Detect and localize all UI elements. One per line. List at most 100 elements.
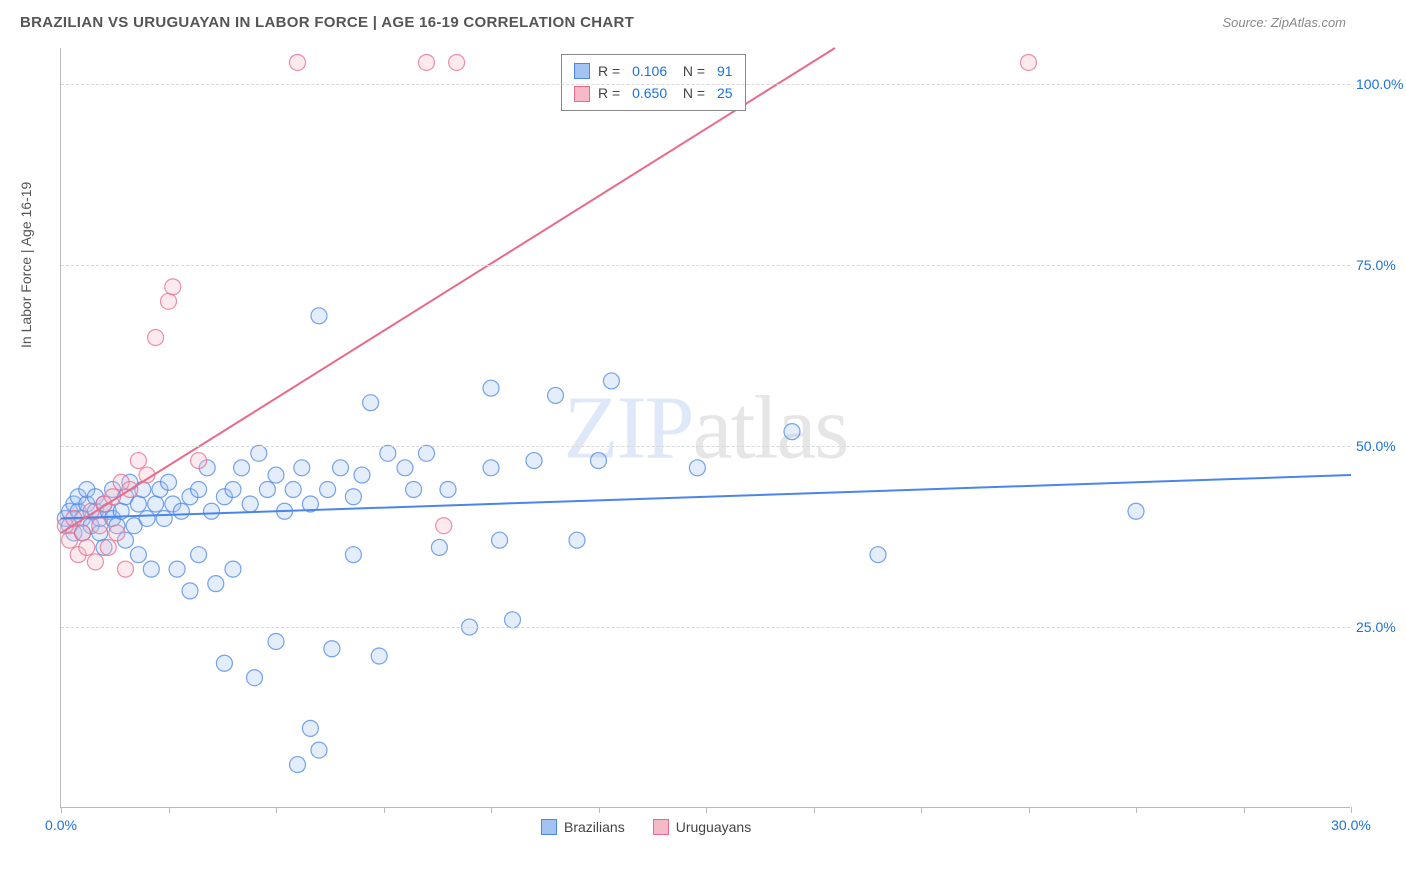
- scatter-point: [268, 467, 284, 483]
- scatter-point: [333, 460, 349, 476]
- legend-label: Brazilians: [564, 819, 625, 835]
- correlation-legend-row: R = 0.106 N = 91: [574, 60, 733, 82]
- scatter-point: [225, 482, 241, 498]
- scatter-point: [118, 561, 134, 577]
- gridline: [61, 84, 1350, 85]
- scatter-point: [148, 330, 164, 346]
- scatter-point: [109, 525, 125, 541]
- scatter-point: [380, 445, 396, 461]
- scatter-point: [173, 503, 189, 519]
- gridline: [61, 265, 1350, 266]
- scatter-point: [208, 576, 224, 592]
- scatter-point: [492, 532, 508, 548]
- scatter-point: [130, 547, 146, 563]
- x-tick-label: 0.0%: [45, 817, 77, 833]
- scatter-point: [79, 539, 95, 555]
- scatter-point: [1128, 503, 1144, 519]
- bottom-legend: Brazilians Uruguayans: [541, 819, 751, 835]
- scatter-point: [294, 460, 310, 476]
- x-tick: [1136, 807, 1137, 813]
- scatter-point: [161, 474, 177, 490]
- scatter-point: [191, 482, 207, 498]
- scatter-point: [268, 634, 284, 650]
- scatter-point: [216, 655, 232, 671]
- gridline: [61, 627, 1350, 628]
- scatter-point: [247, 670, 263, 686]
- legend-item: Uruguayans: [653, 819, 752, 835]
- scatter-point: [419, 445, 435, 461]
- scatter-point: [436, 518, 452, 534]
- x-tick: [276, 807, 277, 813]
- scatter-point: [290, 54, 306, 70]
- y-tick-label: 100.0%: [1356, 76, 1406, 92]
- scatter-point: [431, 539, 447, 555]
- scatter-point: [130, 453, 146, 469]
- scatter-point: [526, 453, 542, 469]
- scatter-point: [406, 482, 422, 498]
- x-tick: [1029, 807, 1030, 813]
- scatter-point: [591, 453, 607, 469]
- scatter-point: [130, 496, 146, 512]
- scatter-point: [440, 482, 456, 498]
- scatter-point: [449, 54, 465, 70]
- scatter-point: [483, 380, 499, 396]
- y-tick-label: 25.0%: [1356, 619, 1406, 635]
- legend-label: Uruguayans: [676, 819, 752, 835]
- scatter-point: [161, 293, 177, 309]
- scatter-point: [354, 467, 370, 483]
- scatter-point: [75, 525, 91, 541]
- scatter-point: [234, 460, 250, 476]
- x-tick: [921, 807, 922, 813]
- scatter-point: [165, 279, 181, 295]
- scatter-point: [191, 547, 207, 563]
- scatter-point: [285, 482, 301, 498]
- scatter-point: [483, 460, 499, 476]
- scatter-point: [324, 641, 340, 657]
- scatter-point: [302, 720, 318, 736]
- scatter-point: [139, 510, 155, 526]
- scatter-point: [363, 395, 379, 411]
- scatter-point: [148, 496, 164, 512]
- scatter-point: [92, 518, 108, 534]
- scatter-point: [225, 561, 241, 577]
- y-tick-label: 50.0%: [1356, 438, 1406, 454]
- chart-container: In Labor Force | Age 16-19 ZIPatlas R = …: [20, 48, 1370, 838]
- n-label: N =: [675, 60, 705, 82]
- scatter-point: [204, 503, 220, 519]
- n-value: 91: [713, 60, 732, 82]
- scatter-point: [784, 424, 800, 440]
- scatter-point: [169, 561, 185, 577]
- scatter-point: [191, 453, 207, 469]
- r-value: 0.106: [628, 60, 667, 82]
- scatter-point: [345, 489, 361, 505]
- legend-swatch: [574, 63, 590, 79]
- scatter-point: [548, 387, 564, 403]
- scatter-point: [87, 554, 103, 570]
- scatter-point: [371, 648, 387, 664]
- scatter-point: [505, 612, 521, 628]
- r-label: R =: [598, 60, 620, 82]
- y-tick-label: 75.0%: [1356, 257, 1406, 273]
- x-tick: [706, 807, 707, 813]
- x-tick: [1244, 807, 1245, 813]
- scatter-point: [182, 583, 198, 599]
- scatter-point: [689, 460, 705, 476]
- n-value: 25: [713, 82, 732, 104]
- scatter-point: [603, 373, 619, 389]
- y-axis-label: In Labor Force | Age 16-19: [18, 182, 34, 348]
- legend-swatch: [574, 86, 590, 102]
- scatter-point: [419, 54, 435, 70]
- r-value: 0.650: [628, 82, 667, 104]
- scatter-point: [345, 547, 361, 563]
- source-label: Source: ZipAtlas.com: [1222, 15, 1346, 30]
- scatter-point: [251, 445, 267, 461]
- scatter-point: [311, 308, 327, 324]
- x-tick: [384, 807, 385, 813]
- scatter-point: [259, 482, 275, 498]
- scatter-point: [569, 532, 585, 548]
- plot-svg: [61, 48, 1350, 807]
- scatter-point: [156, 510, 172, 526]
- x-tick-label: 30.0%: [1331, 817, 1371, 833]
- scatter-point: [143, 561, 159, 577]
- scatter-point: [311, 742, 327, 758]
